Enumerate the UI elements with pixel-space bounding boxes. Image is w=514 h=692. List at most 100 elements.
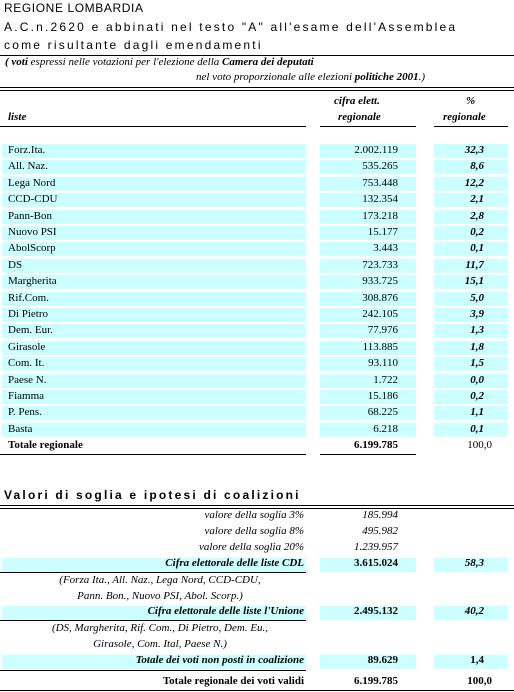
party-name: Basta	[8, 423, 33, 435]
party-name: Forz.Ita.	[8, 144, 46, 156]
note-line2-bold: politiche 2001	[354, 71, 419, 83]
row-bg-votes	[320, 193, 416, 207]
threshold-8-label: valore della soglia 8%	[204, 525, 305, 537]
coal-rule-top	[0, 505, 514, 506]
row-bg-pct	[434, 308, 508, 322]
row-bg-pct	[434, 210, 508, 224]
party-name: Pann-Bon	[8, 210, 52, 222]
row-bg-votes	[320, 210, 416, 224]
cdl-votes: 3.615.024	[354, 557, 398, 569]
party-votes: 933.725	[362, 275, 398, 287]
row-bg-pct	[434, 144, 508, 158]
note-chamber: Camera dei deputati	[222, 56, 314, 68]
col-header-pct-2: regionale	[443, 111, 486, 123]
note-line2-pre: nel voto proporzionale alle elezioni	[196, 71, 355, 83]
col-header-liste: liste	[8, 111, 27, 123]
row-bg-pct	[434, 324, 508, 338]
unione-bg-2	[320, 606, 416, 620]
pct-rule	[434, 126, 508, 127]
row-bg-name	[2, 226, 306, 240]
party-name: Girasole	[8, 341, 46, 353]
party-name: Com. It.	[8, 357, 45, 369]
party-pct: 2,1	[470, 193, 484, 205]
row-bg-pct	[434, 374, 508, 388]
note-line2-post: .)	[418, 71, 426, 83]
nonposti-bg-2	[320, 655, 416, 669]
row-bg-pct	[434, 423, 508, 437]
total-rule-1	[0, 454, 306, 455]
unione-votes: 2.495.132	[354, 605, 398, 617]
party-votes: 68.225	[367, 406, 398, 418]
cdl-rule	[0, 572, 306, 573]
unione-bg-3	[434, 606, 508, 620]
col-header-cifra-1: cifra elett.	[334, 95, 380, 107]
row-bg-votes	[320, 324, 416, 338]
row-bg-votes	[320, 374, 416, 388]
unione-label: Cifra elettorale delle liste l'Unione	[147, 605, 304, 617]
row-bg-votes	[320, 406, 416, 420]
party-votes: 2.002.119	[354, 144, 398, 156]
party-pct: 1,1	[470, 406, 484, 418]
row-bg-votes	[320, 341, 416, 355]
total-label: Totale regionale	[8, 439, 83, 451]
nonposti-pct: 1,4	[470, 654, 484, 666]
row-bg-votes	[320, 144, 416, 158]
party-name: P. Pens.	[8, 406, 42, 418]
party-pct: 32,3	[464, 144, 484, 156]
party-votes: 723.733	[362, 259, 398, 271]
threshold-20-label: valore della soglia 20%	[199, 541, 304, 553]
row-bg-pct	[434, 193, 508, 207]
party-votes: 242.105	[362, 308, 398, 320]
row-bg-pct	[434, 177, 508, 191]
party-pct: 0,1	[470, 423, 484, 435]
row-bg-pct	[434, 275, 508, 289]
valid-total-votes: 6.199.785	[354, 675, 398, 687]
party-votes: 15.177	[367, 226, 398, 238]
note-prefix: ( voti	[5, 56, 28, 68]
party-votes: 3.443	[373, 242, 398, 254]
unione-members-2: Girasole, Com. Ital, Paese N.)	[93, 638, 227, 650]
party-pct: 11,7	[465, 259, 484, 271]
party-name: All. Naz.	[8, 160, 49, 172]
party-pct: 0,2	[470, 390, 484, 402]
row-bg-pct	[434, 341, 508, 355]
row-bg-pct	[434, 226, 508, 240]
cdl-label: Cifra elettorale delle liste CDL	[165, 557, 304, 569]
col-header-pct-1: %	[466, 95, 476, 107]
cdl-members-2: Pann. Bon., Nuovo PSI, Abol. Scorp.)	[77, 590, 243, 602]
row-bg-name	[2, 357, 306, 371]
note-rule-top	[0, 87, 514, 88]
party-pct: 1,3	[470, 324, 484, 336]
party-name: Fiamma	[8, 390, 45, 402]
total-pct: 100,0	[467, 439, 492, 451]
unione-pct: 40,2	[464, 605, 484, 617]
subtitle-line-2: come risultante dagli emendamenti	[4, 38, 263, 52]
nonposti-bg-3	[434, 655, 508, 669]
party-pct: 8,6	[470, 160, 484, 172]
row-bg-pct	[434, 259, 508, 273]
party-pct: 0,1	[470, 242, 484, 254]
row-bg-pct	[434, 357, 508, 371]
party-pct: 0,2	[470, 226, 484, 238]
party-votes: 1.722	[373, 374, 398, 386]
row-bg-name	[2, 144, 306, 158]
row-bg-pct	[434, 292, 508, 306]
row-bg-votes	[320, 357, 416, 371]
party-name: Dem. Eur.	[8, 324, 53, 336]
row-bg-votes	[320, 308, 416, 322]
unione-members-1: (DS, Margherita, Rif. Com., Di Pietro, D…	[51, 622, 269, 634]
cdl-bg-2	[320, 558, 416, 572]
row-bg-name	[2, 160, 306, 174]
row-bg-name	[2, 390, 306, 404]
party-votes: 132.354	[362, 193, 398, 205]
threshold-3-value: 185.994	[362, 509, 398, 521]
party-name: Rif.Com.	[8, 292, 49, 304]
row-bg-name	[2, 193, 306, 207]
unione-bg-1	[2, 606, 306, 620]
row-bg-pct	[434, 406, 508, 420]
note-line-1: ( voti espressi nelle votazioni per l'el…	[5, 56, 314, 68]
party-pct: 5,0	[470, 292, 484, 304]
party-pct: 3,9	[470, 308, 484, 320]
row-bg-name	[2, 242, 306, 256]
party-votes: 15.186	[367, 390, 398, 402]
